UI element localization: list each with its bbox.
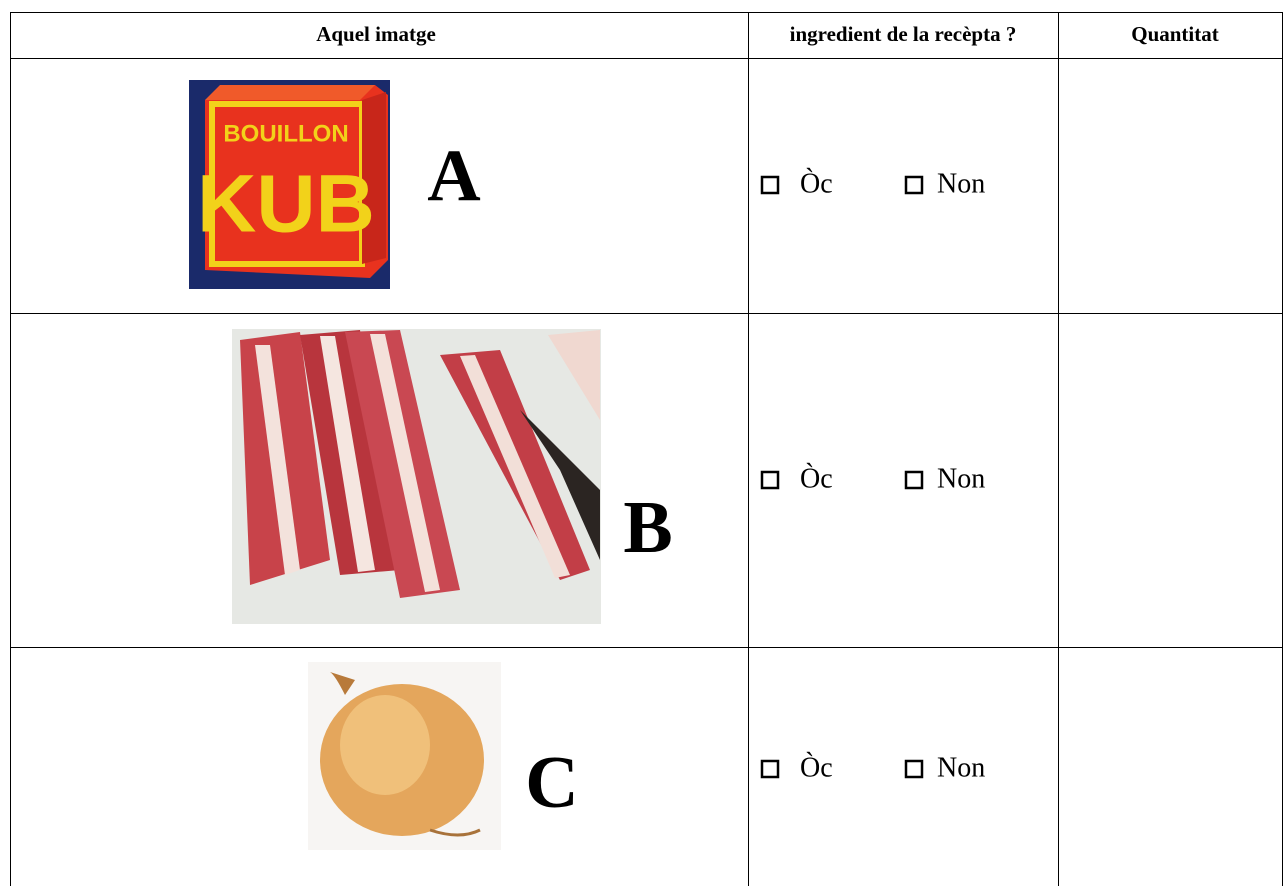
option-label: Òc [800, 463, 833, 494]
checkbox[interactable] [904, 470, 924, 490]
image-onion [308, 662, 501, 850]
checkbox[interactable] [760, 470, 780, 490]
item-letter: B [623, 487, 672, 569]
item-letter: C [525, 742, 578, 824]
option-label: Non [937, 752, 985, 783]
option-label: Òc [800, 752, 833, 783]
option-label: Non [937, 463, 985, 494]
checkbox[interactable] [760, 175, 780, 195]
image-bouillon: BOUILLON KUB [189, 80, 390, 289]
header: ingredient de la recèpta ? [790, 22, 1017, 46]
header: Aquel imatge [316, 22, 436, 46]
checkbox[interactable] [760, 759, 780, 779]
image-bacon [232, 329, 601, 624]
image-text: BOUILLON [223, 120, 348, 147]
option-label: Non [937, 168, 985, 199]
table-grid [10, 12, 1283, 886]
options-row-c: Òc Non [760, 752, 985, 783]
checkbox[interactable] [904, 175, 924, 195]
image-text: KUB [197, 159, 375, 250]
option-label: Òc [800, 168, 833, 199]
options-row-b: Òc Non [760, 463, 985, 494]
item-letter: A [427, 135, 480, 217]
checkbox[interactable] [904, 759, 924, 779]
header: Quantitat [1131, 22, 1219, 46]
options-row-a: Òc Non [760, 168, 985, 199]
